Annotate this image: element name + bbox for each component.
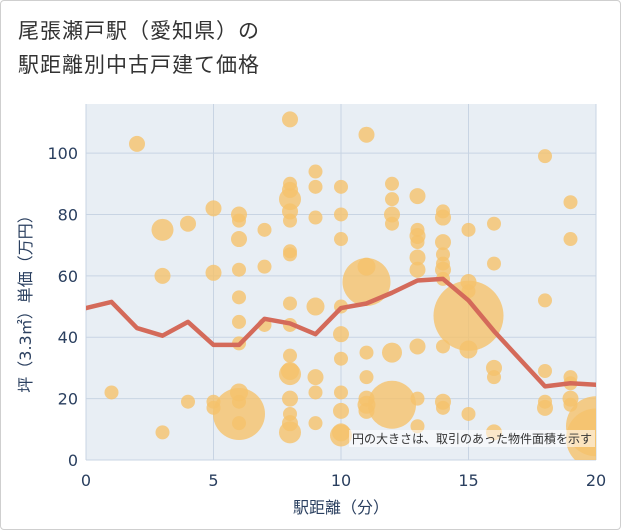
data-bubble [382, 342, 402, 363]
data-bubble [359, 345, 374, 360]
data-bubble [409, 261, 426, 278]
y-tick-label: 40 [58, 328, 78, 347]
data-bubble [538, 149, 552, 164]
data-bubble [155, 425, 170, 440]
data-bubble [283, 296, 297, 311]
data-bubble [459, 340, 478, 359]
y-tick-label: 80 [58, 205, 78, 224]
data-bubble [279, 188, 301, 211]
data-bubble [409, 188, 426, 205]
data-bubble [232, 262, 246, 277]
data-bubble [308, 164, 323, 179]
x-tick-label: 15 [458, 471, 478, 490]
data-bubble [385, 176, 399, 191]
data-bubble [487, 256, 501, 271]
data-bubble [409, 338, 426, 355]
data-bubble [231, 231, 247, 248]
data-bubble [307, 369, 324, 386]
data-bubble [537, 399, 553, 416]
data-bubble [232, 290, 246, 305]
x-axis-title: 駅距離（分） [293, 498, 389, 517]
data-bubble [181, 394, 195, 409]
data-bubble [358, 126, 375, 143]
chart-title-line1: 尾張瀬戸駅（愛知県）の [18, 19, 260, 43]
data-bubble [279, 421, 301, 444]
data-bubble [333, 402, 349, 419]
y-axis-title: 坪（3.3㎡）単価（万円） [16, 207, 35, 392]
data-bubble [487, 216, 501, 231]
data-bubble [129, 135, 145, 152]
data-bubble [334, 385, 348, 400]
data-bubble [435, 209, 451, 226]
data-bubble [334, 179, 348, 194]
data-bubble [306, 297, 325, 316]
size-note: 円の大きさは、取引のあった物件面積を示す [352, 431, 592, 446]
size-note-background [348, 430, 595, 447]
x-tick-label: 0 [81, 471, 91, 490]
data-bubble [308, 385, 323, 400]
data-bubble [232, 416, 246, 431]
data-bubble [213, 387, 265, 440]
data-bubble [308, 416, 323, 431]
data-bubble [151, 218, 174, 241]
data-bubble [283, 213, 297, 228]
data-bubble [257, 222, 272, 237]
chart-title-line2: 駅距離別中古戸建て価格 [18, 53, 260, 77]
data-bubble [385, 216, 399, 231]
data-bubble [154, 267, 171, 284]
y-tick-label: 60 [58, 267, 78, 286]
data-bubble [435, 234, 451, 251]
data-bubble [205, 264, 222, 281]
data-bubble [334, 207, 348, 222]
data-bubble [461, 222, 476, 237]
data-bubble [487, 370, 501, 385]
data-bubble [385, 192, 399, 207]
data-bubble [180, 215, 196, 232]
data-bubble [232, 213, 246, 228]
data-bubble [563, 232, 578, 247]
data-bubble [410, 391, 425, 406]
data-bubble [342, 258, 391, 306]
data-bubble [334, 232, 348, 247]
data-bubble [279, 363, 301, 386]
data-bubble [410, 235, 425, 250]
data-bubble [368, 380, 416, 429]
data-bubble [282, 111, 298, 128]
data-bubble [308, 179, 323, 194]
y-tick-label: 0 [68, 451, 78, 470]
x-tick-label: 10 [331, 471, 351, 490]
data-bubble [257, 259, 272, 274]
data-bubble [563, 195, 578, 210]
data-bubble [205, 200, 222, 217]
data-bubble [333, 326, 349, 343]
data-bubble [308, 210, 323, 225]
x-tick-label: 20 [586, 471, 606, 490]
data-bubble [359, 370, 374, 385]
y-tick-label: 20 [58, 390, 78, 409]
data-bubble [433, 280, 504, 351]
data-bubble [283, 348, 297, 363]
data-bubble [436, 400, 450, 415]
data-bubble [282, 390, 298, 407]
y-tick-label: 100 [47, 144, 78, 163]
data-bubble [410, 419, 425, 434]
data-bubble [330, 424, 352, 447]
data-bubble [334, 351, 348, 366]
data-bubble [461, 406, 476, 421]
x-tick-label: 5 [208, 471, 218, 490]
chart-title: 尾張瀬戸駅（愛知県）の 駅距離別中古戸建て価格 [18, 14, 260, 82]
average-price-line [86, 276, 596, 389]
data-bubble [538, 364, 552, 378]
data-bubble [409, 249, 426, 266]
data-bubble [232, 314, 246, 329]
data-bubble [538, 293, 552, 308]
data-bubble [283, 247, 297, 262]
data-bubble [104, 385, 119, 400]
